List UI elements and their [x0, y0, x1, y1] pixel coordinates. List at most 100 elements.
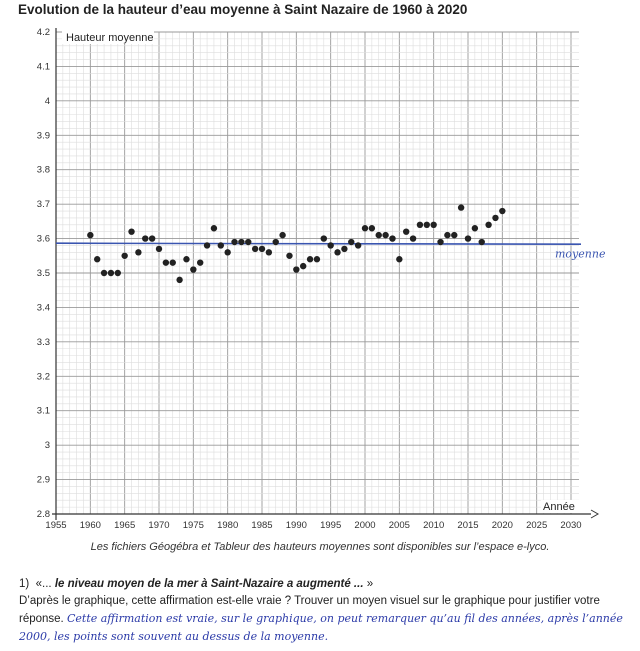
data-point — [251, 245, 259, 253]
x-tick-label: 1990 — [286, 520, 307, 531]
y-tick-label: 4 — [45, 96, 50, 107]
data-point — [100, 269, 108, 277]
x-tick-label: 2000 — [354, 520, 375, 531]
data-point — [176, 276, 183, 284]
data-point — [403, 228, 410, 235]
y-tick-label: 3.4 — [37, 302, 50, 313]
data-point — [94, 256, 101, 263]
data-point — [492, 214, 499, 222]
data-point — [382, 231, 389, 239]
x-tick-label: 2025 — [526, 520, 547, 531]
data-point — [478, 238, 485, 246]
data-point — [231, 238, 238, 246]
data-point — [300, 262, 307, 270]
data-point — [423, 221, 430, 228]
x-tick-label: 1985 — [251, 520, 272, 531]
y-tick-label: 3.3 — [37, 337, 50, 348]
y-tick-label: 3.9 — [37, 130, 50, 141]
x-tick-label: 1980 — [217, 520, 238, 531]
mean-line — [55, 242, 582, 246]
data-point — [258, 245, 266, 253]
data-point — [245, 238, 252, 246]
x-axis-label: Année — [543, 501, 575, 513]
data-point — [430, 221, 437, 228]
data-point — [457, 204, 465, 211]
data-point — [217, 242, 224, 249]
y-tick-label: 3.1 — [37, 406, 50, 417]
x-tick-label: 1995 — [320, 520, 341, 531]
data-point — [190, 266, 197, 273]
x-tick-label: 1970 — [148, 520, 169, 531]
data-point — [224, 249, 231, 256]
ylabel-bg — [62, 30, 154, 44]
y-axis-label: Hauteur moyenne — [66, 32, 153, 44]
data-point — [375, 231, 382, 239]
data-point — [128, 228, 135, 235]
data-point — [389, 235, 396, 242]
data-point — [279, 231, 286, 239]
data-point — [306, 256, 314, 263]
data-point — [320, 235, 327, 242]
mean-line-label: moyenne — [555, 248, 606, 261]
data-point — [272, 238, 279, 246]
y-tick-label: 3.2 — [37, 371, 50, 382]
data-point — [444, 231, 451, 239]
data-point — [155, 245, 163, 253]
data-point — [361, 225, 369, 232]
question-number: 1) — [19, 578, 30, 590]
data-point — [107, 269, 115, 277]
data-point — [203, 242, 211, 249]
question-prompt: D’après le graphique, cette affirmation … — [19, 595, 600, 625]
data-point — [409, 235, 417, 242]
data-point — [286, 252, 293, 259]
data-point — [162, 259, 170, 266]
data-point — [121, 252, 128, 259]
y-tick-label: 3.7 — [37, 199, 50, 210]
data-point — [396, 256, 403, 263]
y-tick-label: 2.8 — [37, 509, 50, 520]
y-tick-label: 3 — [45, 440, 50, 451]
y-tick-label: 3.6 — [37, 234, 50, 245]
y-tick-label: 2.9 — [37, 475, 50, 486]
x-axis-arrow-icon — [590, 509, 600, 519]
x-tick-label: 2005 — [389, 520, 410, 531]
data-point — [293, 266, 300, 273]
data-point — [451, 231, 458, 239]
scatter-chart: 1955 1960 1965 1970 1975 1980 1985 1990 1995 2000… — [37, 27, 606, 531]
quote-open: «... — [35, 578, 52, 590]
y-tick-label: 3.8 — [37, 165, 50, 176]
y-tick-label: 3.5 — [37, 268, 50, 279]
data-point — [327, 242, 334, 249]
data-point — [471, 225, 479, 232]
x-tick-label: 1960 — [80, 520, 101, 531]
data-point — [183, 256, 190, 263]
y-tick-label: 4.1 — [37, 61, 50, 72]
data-point — [485, 221, 492, 228]
x-tick-label: 2030 — [560, 520, 581, 531]
data-point — [368, 225, 376, 232]
data-point — [114, 269, 122, 277]
data-point — [437, 238, 444, 246]
y-tick-label: 4.2 — [37, 27, 50, 38]
data-point — [341, 245, 348, 253]
data-point — [313, 256, 321, 263]
x-tick-label: 2010 — [423, 520, 444, 531]
data-point — [135, 249, 142, 256]
data-point — [197, 259, 204, 266]
question-1: 1) «... le niveau moyen de la mer à Sain… — [19, 576, 634, 646]
data-point — [265, 249, 273, 256]
chart-caption: Les fichiers Géogébra et Tableur des hau… — [90, 541, 550, 553]
x-tick-label: 1955 — [45, 520, 66, 531]
data-point — [464, 235, 472, 242]
data-point — [169, 259, 176, 266]
data-point — [499, 207, 506, 215]
x-tick-label: 1975 — [183, 520, 204, 531]
x-tick-label: 2020 — [492, 520, 513, 531]
data-point — [354, 242, 362, 249]
quote-close: » — [366, 578, 374, 590]
x-tick-label: 2015 — [457, 520, 478, 531]
data-point — [416, 221, 424, 228]
question-quote: le niveau moyen de la mer à Saint-Nazair… — [54, 578, 364, 590]
data-point — [210, 225, 218, 232]
data-point — [238, 238, 245, 246]
